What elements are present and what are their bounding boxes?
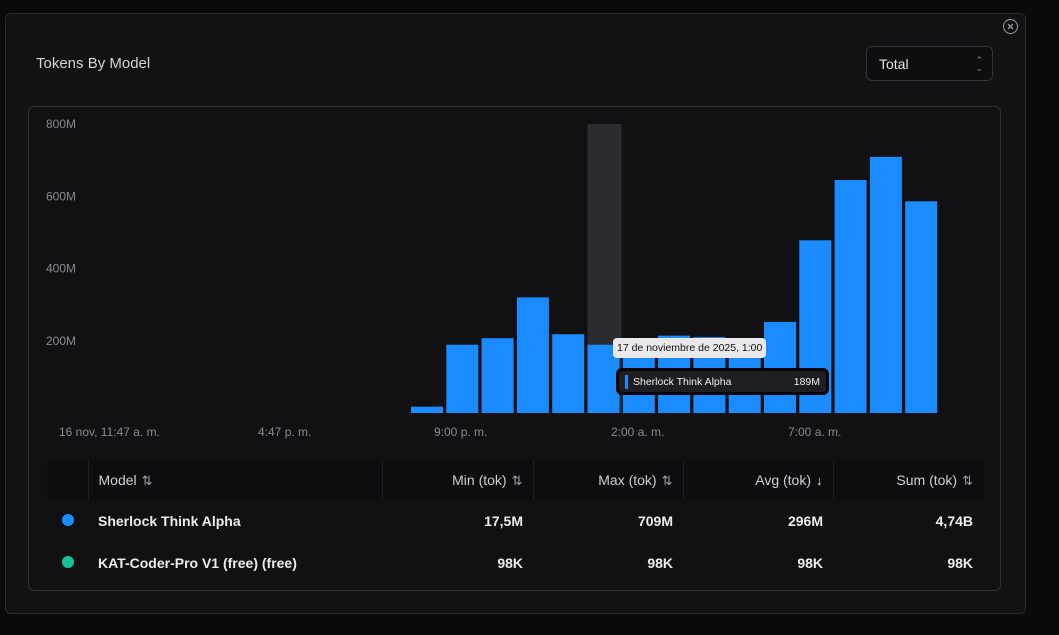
bar[interactable]	[446, 344, 479, 413]
model-name: KAT-Coder-Pro V1 (free) (free)	[98, 555, 297, 571]
aggregation-select-value: Total	[879, 55, 909, 72]
bar[interactable]	[552, 334, 585, 413]
sort-icon: ⇅	[661, 472, 673, 488]
table-header-row: Model ⇅ Min (tok) ⇅ Max (tok) ⇅ Avg (tok) ↓ …	[47, 460, 983, 500]
max-value: 709M	[637, 513, 673, 529]
tooltip-row: Sherlock Think Alpha 189M	[616, 368, 829, 395]
avg-value: 296M	[787, 513, 823, 529]
tooltip-series-swatch	[625, 374, 628, 389]
x-tick-label: 16 nov, 11:47 a. m.	[59, 425, 160, 439]
header-avg[interactable]: Avg (tok) ↓	[683, 460, 834, 500]
x-tick-label: 2:00 a. m.	[611, 425, 664, 439]
bar[interactable]	[411, 406, 443, 413]
sort-icon: ⇅	[962, 472, 973, 488]
header-model[interactable]: Model ⇅	[88, 460, 383, 500]
header-color-col	[47, 460, 89, 500]
sort-icon: ⇅	[141, 472, 153, 488]
bar[interactable]	[834, 179, 867, 413]
header-sum[interactable]: Sum (tok) ⇅	[833, 460, 983, 500]
table-row[interactable]: Sherlock Think Alpha 17,5M 709M 296M 4,7…	[47, 500, 983, 542]
header-max-label: Max (tok)	[598, 471, 657, 488]
y-tick-label: 600M	[46, 189, 76, 203]
model-name: Sherlock Think Alpha	[98, 513, 241, 529]
series-color-dot	[61, 514, 74, 526]
tooltip-date: 17 de noviembre de 2025, 1:00	[613, 338, 767, 358]
bar-chart: 200M 400M 600M 800M 16 nov, 11:47 a. m. 4:47 …	[46, 117, 938, 439]
close-icon	[1007, 23, 1014, 30]
y-tick-label: 200M	[46, 334, 76, 348]
x-tick-label: 4:47 p. m.	[258, 425, 311, 439]
chevron-up-down-icon: ⌃ ⌄	[975, 55, 983, 73]
series-color-dot	[61, 556, 74, 568]
max-value: 98K	[647, 555, 673, 571]
bar[interactable]	[481, 338, 514, 413]
aggregation-select[interactable]: Total ⌃ ⌄	[866, 46, 993, 81]
min-value: 98K	[497, 555, 523, 571]
close-button[interactable]	[1003, 19, 1018, 34]
header-min-label: Min (tok)	[452, 471, 507, 488]
chart-tooltip: 17 de noviembre de 2025, 1:00 Sherlock T…	[613, 338, 833, 398]
bar[interactable]	[869, 156, 902, 413]
header-sum-label: Sum (tok)	[896, 471, 958, 488]
sum-value: 98K	[947, 555, 973, 571]
x-tick-label: 7:00 a. m.	[788, 425, 841, 439]
x-tick-label: 9:00 p. m.	[434, 425, 487, 439]
tooltip-value: 189M	[793, 375, 820, 388]
header-avg-label: Avg (tok)	[755, 472, 811, 488]
sort-icon: ⇅	[511, 472, 523, 488]
y-tick-label: 800M	[46, 117, 76, 131]
chart-title: Tokens By Model	[36, 55, 151, 72]
header-max[interactable]: Max (tok) ⇅	[533, 460, 684, 500]
table-row[interactable]: KAT-Coder-Pro V1 (free) (free) 98K 98K 9…	[47, 542, 983, 584]
tooltip-series-name: Sherlock Think Alpha	[633, 375, 732, 388]
bar[interactable]	[516, 297, 549, 413]
avg-value: 98K	[797, 555, 823, 571]
header-model-label: Model	[98, 471, 137, 488]
bar[interactable]	[905, 201, 938, 413]
header-min[interactable]: Min (tok) ⇅	[382, 460, 534, 500]
bar[interactable]	[764, 321, 796, 413]
sum-value: 4,74B	[935, 513, 973, 529]
sort-desc-icon: ↓	[816, 473, 823, 488]
min-value: 17,5M	[484, 513, 523, 529]
y-tick-label: 400M	[46, 262, 76, 276]
models-table: Model ⇅ Min (tok) ⇅ Max (tok) ⇅ Avg (tok) ↓ …	[47, 460, 983, 584]
